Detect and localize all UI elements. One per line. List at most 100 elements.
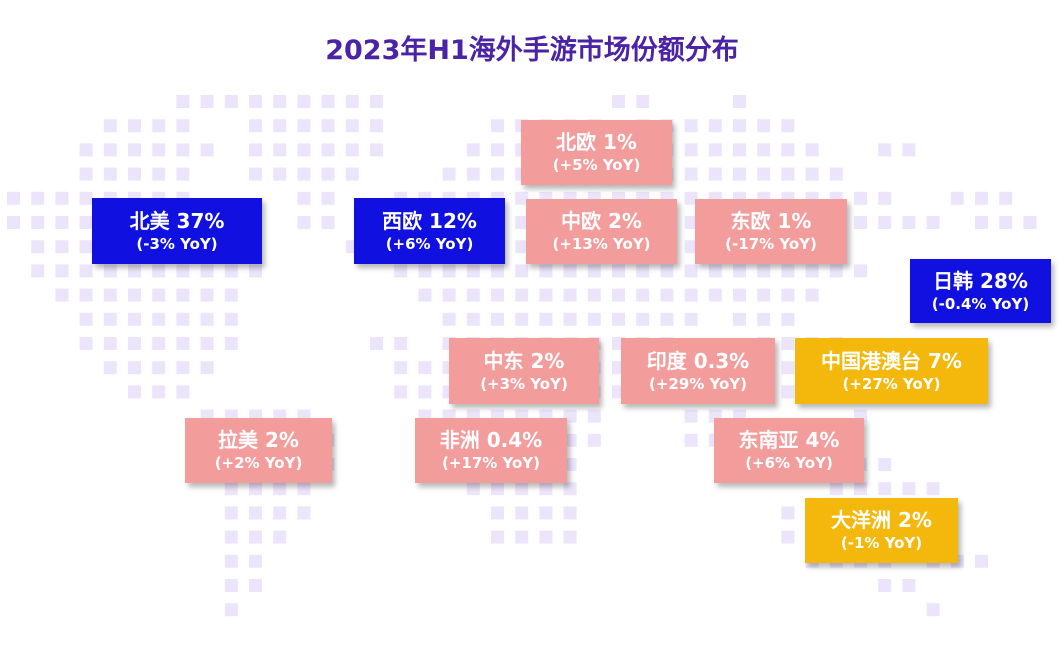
map-dot (297, 143, 311, 157)
region-yoy: (+3% YoY) (480, 374, 568, 393)
map-dot (7, 191, 20, 205)
map-dot (757, 119, 771, 133)
map-dot (539, 312, 553, 326)
map-dot (7, 216, 20, 229)
map-dot (249, 167, 262, 181)
map-dot (466, 264, 480, 278)
map-dot (684, 240, 698, 254)
map-dot (539, 288, 553, 302)
map-dot (249, 95, 262, 108)
region-label: 日韩 28% (933, 268, 1028, 293)
map-dot (394, 337, 408, 350)
map-dot (176, 288, 190, 302)
map-dot (466, 288, 480, 302)
map-dot (152, 337, 166, 350)
map-dot (297, 167, 311, 181)
region-central-europe: 中欧 2% (+13% YoY) (526, 199, 677, 264)
map-dot (587, 409, 601, 423)
map-dot (854, 482, 867, 496)
map-dot (539, 482, 553, 496)
map-dot (854, 264, 867, 278)
map-dot (733, 288, 746, 302)
region-label: 西欧 12% (382, 208, 477, 233)
map-dot (345, 119, 359, 133)
map-dot (273, 95, 287, 108)
region-yoy: (-0.4% YoY) (931, 294, 1030, 313)
region-label: 非洲 0.4% (439, 428, 543, 452)
map-dot (878, 579, 892, 592)
map-dot (55, 288, 69, 302)
map-dot (878, 216, 892, 229)
map-dot (224, 337, 238, 350)
map-dot (902, 482, 916, 496)
map-dot (636, 95, 650, 108)
map-dot (418, 288, 432, 302)
region-india: 印度 0.3% (+29% YoY) (621, 338, 775, 404)
region-western-europe: 西欧 12% (+6% YoY) (354, 198, 505, 264)
map-dot (854, 191, 867, 205)
map-dot (829, 482, 843, 496)
region-yoy: (+2% YoY) (214, 454, 303, 472)
map-dot (491, 530, 504, 544)
map-dot (249, 554, 262, 568)
region-eastern-europe: 东欧 1% (-17% YoY) (695, 199, 847, 264)
map-dot (587, 288, 601, 302)
map-dot (684, 167, 698, 181)
map-dot (781, 361, 795, 375)
map-dot (636, 264, 650, 278)
map-dot (781, 143, 795, 157)
map-dot (321, 143, 335, 157)
region-label: 中东 2% (483, 348, 565, 373)
map-dot (176, 95, 190, 108)
map-dot (442, 312, 456, 326)
map-dot (999, 216, 1013, 229)
map-dot (950, 191, 964, 205)
map-dot (1023, 216, 1037, 229)
map-dot (878, 482, 892, 496)
map-dot (587, 433, 601, 447)
region-yoy: (+6% YoY) (385, 234, 474, 253)
map-dot (442, 288, 456, 302)
region-yoy: (+27% YoY) (842, 374, 941, 393)
map-dot (297, 216, 311, 229)
map-dot (781, 264, 795, 278)
map-dot (128, 361, 141, 375)
map-dot (805, 143, 819, 157)
map-dot (345, 167, 359, 181)
region-yoy: (+5% YoY) (552, 156, 641, 174)
map-dot (128, 167, 141, 181)
map-dot (79, 337, 93, 350)
map-dot (297, 119, 311, 133)
region-yoy: (-17% YoY) (725, 235, 817, 253)
map-dot (152, 167, 166, 181)
map-dot (224, 482, 238, 496)
map-dot (684, 288, 698, 302)
map-dot (31, 191, 45, 205)
map-dot (563, 506, 577, 520)
map-dot (370, 95, 383, 108)
map-dot (321, 167, 335, 181)
map-dot (152, 312, 166, 326)
map-dot (321, 216, 335, 229)
map-dot (733, 167, 746, 181)
map-dot (152, 288, 166, 302)
map-dot (79, 143, 93, 157)
map-dot (176, 361, 190, 375)
map-dot (563, 530, 577, 544)
map-dot (273, 530, 287, 544)
map-dot (708, 143, 722, 157)
map-dot (660, 264, 674, 278)
map-dot (708, 167, 722, 181)
map-dot (539, 506, 553, 520)
map-dot (515, 216, 529, 229)
map-dot (321, 119, 335, 133)
region-yoy: (+17% YoY) (441, 454, 541, 472)
map-dot (684, 312, 698, 326)
map-dot (515, 288, 529, 302)
map-dot (805, 167, 819, 181)
map-dot (297, 95, 311, 108)
map-dot (224, 312, 238, 326)
map-dot (31, 264, 45, 278)
map-dot (466, 312, 480, 326)
map-dot (128, 143, 141, 157)
